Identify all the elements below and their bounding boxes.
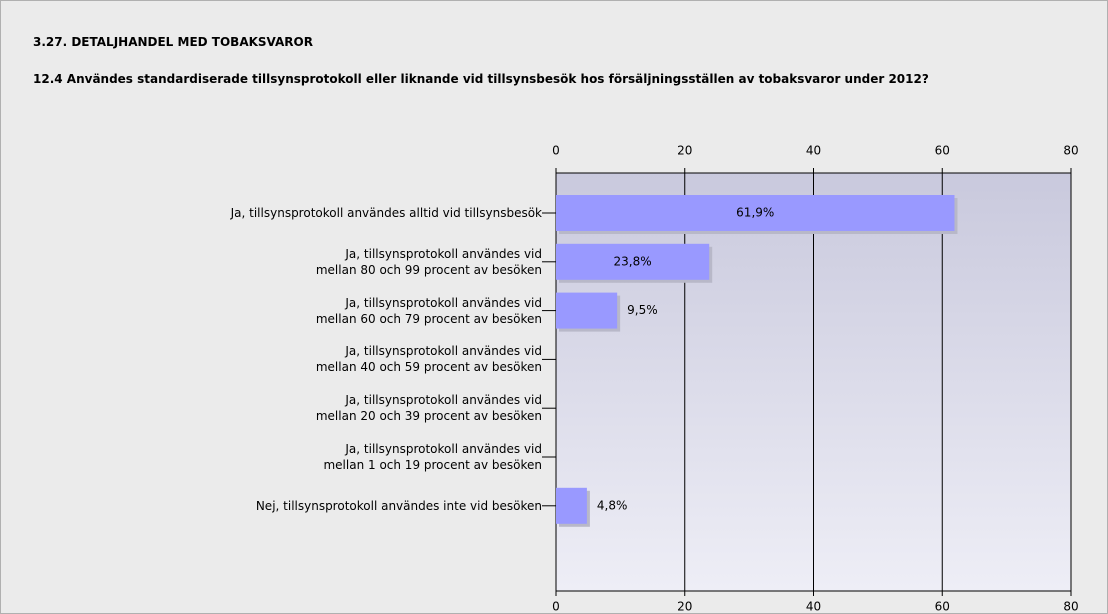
x-tick-label: 0 xyxy=(552,144,560,158)
bar xyxy=(556,292,618,329)
category-label: Ja, tillsynsprotokoll användes vid mella… xyxy=(315,393,542,424)
category-label: Ja, tillsynsprotokoll användes vid mella… xyxy=(315,344,542,375)
bar xyxy=(556,243,710,280)
x-tick-label: 0 xyxy=(552,600,560,614)
category-label: Ja, tillsynsprotokoll användes vid mella… xyxy=(315,295,542,326)
category-label: Ja, tillsynsprotokoll användes vid mella… xyxy=(323,442,542,472)
category-label: Ja, tillsynsprotokoll användes alltid vi… xyxy=(230,206,542,220)
section-title: 3.27. DETALJHANDEL MED TOBAKSVAROR xyxy=(33,35,313,49)
x-tick-label: 80 xyxy=(1063,144,1078,158)
bar xyxy=(556,487,587,524)
x-tick-label: 20 xyxy=(677,144,692,158)
x-tick-label: 80 xyxy=(1063,600,1078,614)
category-label: Ja, tillsynsprotokoll användes vid mella… xyxy=(315,246,542,277)
chart-title: 12.4 Användes standardiserade tillsynspr… xyxy=(33,72,929,86)
x-tick-label: 40 xyxy=(806,144,821,158)
category-label: Nej, tillsynsprotokoll användes inte vid… xyxy=(255,498,542,513)
value-label: 61,9% xyxy=(736,206,774,220)
x-tick-label: 40 xyxy=(806,600,821,614)
bar xyxy=(556,195,955,231)
x-tick-label: 20 xyxy=(677,600,692,614)
value-label: 23,8% xyxy=(614,254,652,268)
value-label: 9,5% xyxy=(627,303,658,317)
x-tick-label: 60 xyxy=(935,600,950,614)
x-tick-label: 60 xyxy=(935,144,950,158)
value-label: 4,8% xyxy=(597,498,628,512)
